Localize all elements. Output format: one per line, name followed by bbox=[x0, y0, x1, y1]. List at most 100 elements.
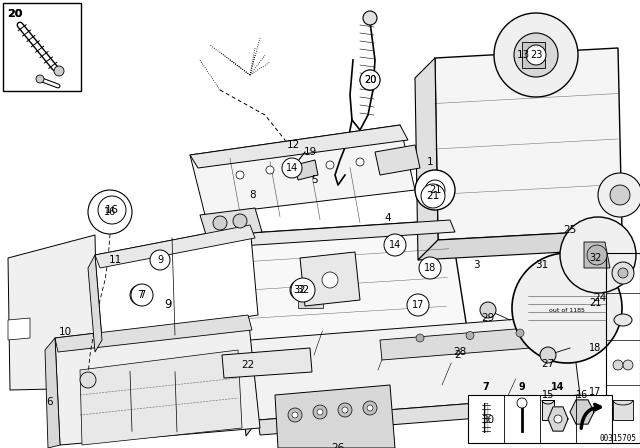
Circle shape bbox=[296, 164, 304, 172]
Circle shape bbox=[292, 412, 298, 418]
Circle shape bbox=[342, 407, 348, 413]
Text: 00315705: 00315705 bbox=[599, 434, 636, 443]
Bar bbox=[298, 290, 323, 308]
Text: 13: 13 bbox=[516, 50, 530, 60]
Circle shape bbox=[514, 33, 558, 77]
Text: 6: 6 bbox=[47, 397, 53, 407]
Text: 17: 17 bbox=[412, 300, 424, 310]
Polygon shape bbox=[300, 252, 360, 306]
Text: 17: 17 bbox=[589, 387, 601, 397]
Circle shape bbox=[131, 284, 153, 306]
Text: 30: 30 bbox=[481, 415, 495, 425]
Circle shape bbox=[213, 216, 227, 230]
Circle shape bbox=[88, 190, 132, 234]
Polygon shape bbox=[88, 255, 102, 352]
Circle shape bbox=[421, 184, 445, 208]
Circle shape bbox=[480, 302, 496, 318]
Polygon shape bbox=[250, 315, 580, 420]
Text: 21: 21 bbox=[589, 298, 601, 308]
Polygon shape bbox=[570, 400, 594, 424]
Circle shape bbox=[419, 257, 441, 279]
Text: 20: 20 bbox=[364, 75, 376, 85]
Text: 14: 14 bbox=[286, 163, 298, 173]
Circle shape bbox=[313, 405, 327, 419]
Text: 14: 14 bbox=[551, 382, 564, 392]
Bar bbox=[3, 3, 81, 91]
Polygon shape bbox=[375, 145, 420, 175]
Circle shape bbox=[363, 11, 377, 25]
Circle shape bbox=[356, 158, 364, 166]
Circle shape bbox=[360, 70, 380, 90]
Text: 32: 32 bbox=[294, 285, 306, 295]
Text: 31: 31 bbox=[536, 260, 548, 270]
Polygon shape bbox=[55, 315, 260, 445]
Circle shape bbox=[363, 401, 377, 415]
Polygon shape bbox=[380, 325, 568, 360]
Circle shape bbox=[54, 66, 64, 76]
Circle shape bbox=[384, 234, 406, 256]
Circle shape bbox=[98, 196, 126, 224]
Circle shape bbox=[517, 398, 527, 408]
Text: 20: 20 bbox=[7, 9, 22, 19]
Polygon shape bbox=[95, 225, 258, 340]
Polygon shape bbox=[55, 315, 252, 352]
Text: out of 1185: out of 1185 bbox=[549, 307, 585, 313]
Circle shape bbox=[512, 253, 622, 363]
Text: 18: 18 bbox=[424, 263, 436, 273]
Circle shape bbox=[466, 332, 474, 340]
Polygon shape bbox=[435, 48, 622, 240]
Bar bbox=[468, 395, 612, 443]
Polygon shape bbox=[548, 407, 568, 431]
Polygon shape bbox=[220, 220, 455, 247]
Text: 14: 14 bbox=[389, 240, 401, 250]
Text: 10: 10 bbox=[58, 327, 72, 337]
Circle shape bbox=[540, 347, 556, 363]
Polygon shape bbox=[8, 235, 98, 390]
Polygon shape bbox=[275, 385, 395, 448]
Text: 22: 22 bbox=[241, 360, 255, 370]
Polygon shape bbox=[258, 395, 582, 435]
Circle shape bbox=[290, 280, 310, 300]
Text: 4: 4 bbox=[385, 213, 391, 223]
Circle shape bbox=[233, 214, 247, 228]
Text: 28: 28 bbox=[453, 347, 467, 357]
Polygon shape bbox=[238, 340, 258, 436]
Polygon shape bbox=[584, 242, 610, 268]
Circle shape bbox=[326, 161, 334, 169]
Text: 2: 2 bbox=[454, 350, 461, 360]
Polygon shape bbox=[45, 338, 60, 448]
Circle shape bbox=[415, 170, 455, 210]
Circle shape bbox=[598, 173, 640, 217]
Circle shape bbox=[236, 171, 244, 179]
Text: 16: 16 bbox=[105, 205, 119, 215]
Text: 1: 1 bbox=[427, 157, 433, 167]
Text: 16: 16 bbox=[104, 207, 116, 217]
Text: 9: 9 bbox=[164, 298, 172, 311]
Circle shape bbox=[560, 217, 636, 293]
Polygon shape bbox=[522, 42, 545, 68]
Text: 20: 20 bbox=[364, 75, 376, 85]
Polygon shape bbox=[220, 220, 468, 348]
Circle shape bbox=[130, 285, 150, 305]
Polygon shape bbox=[415, 58, 438, 260]
Circle shape bbox=[360, 70, 380, 90]
Polygon shape bbox=[8, 318, 30, 340]
Bar bbox=[606, 253, 640, 443]
Text: 29: 29 bbox=[481, 313, 495, 323]
Circle shape bbox=[288, 408, 302, 422]
Circle shape bbox=[80, 372, 96, 388]
Text: 18: 18 bbox=[589, 343, 601, 353]
Bar bbox=[542, 400, 554, 420]
Text: 3: 3 bbox=[473, 260, 479, 270]
Circle shape bbox=[282, 158, 302, 178]
Circle shape bbox=[526, 45, 546, 65]
Text: 21: 21 bbox=[426, 191, 440, 201]
Polygon shape bbox=[200, 208, 262, 238]
Circle shape bbox=[425, 180, 445, 200]
Text: 9: 9 bbox=[157, 255, 163, 265]
Text: 19: 19 bbox=[303, 147, 317, 157]
Polygon shape bbox=[295, 160, 318, 180]
Circle shape bbox=[610, 185, 630, 205]
Text: 32: 32 bbox=[589, 253, 601, 263]
Circle shape bbox=[266, 166, 274, 174]
